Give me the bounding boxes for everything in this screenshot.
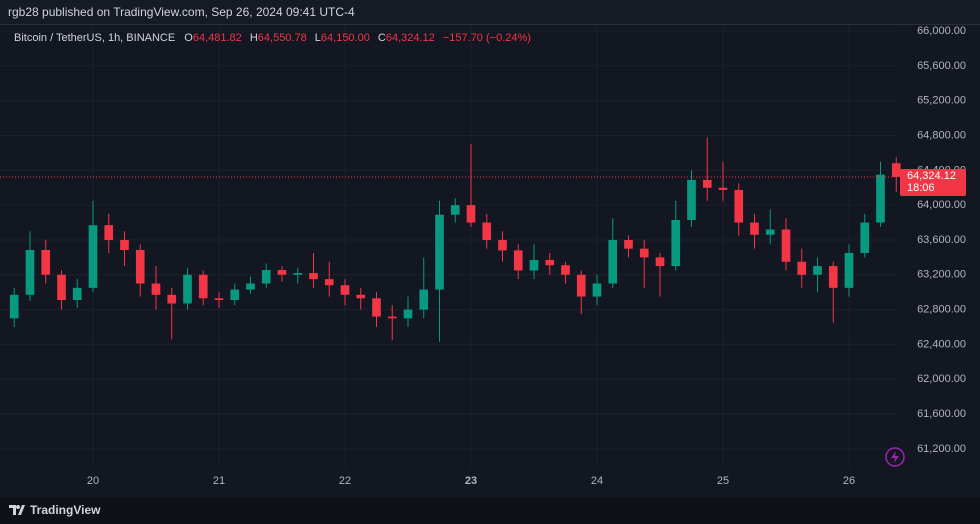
y-tick-label: 65,200.00 <box>917 95 966 107</box>
y-tick-label: 66,000.00 <box>917 25 966 37</box>
candle-body <box>592 283 602 297</box>
candle-body <box>419 289 429 310</box>
candle-body <box>498 239 507 251</box>
candle-body <box>450 205 460 215</box>
candle-body <box>277 269 287 275</box>
y-tick-label: 61,600.00 <box>917 408 966 420</box>
alert-icon[interactable] <box>884 446 906 468</box>
candle-body <box>72 287 82 301</box>
candle-body <box>671 219 681 267</box>
candle-body <box>387 316 397 319</box>
last-price-label: 64,324.12 <box>907 170 956 182</box>
y-tick-label: 64,800.00 <box>917 129 966 141</box>
candle-body <box>183 274 192 304</box>
candle-body <box>624 239 633 249</box>
ohlc-legend: Bitcoin / TetherUS, 1h, BINANCE O64,481.… <box>14 32 536 44</box>
brand: TradingView <box>30 503 101 517</box>
ohlc-value: 64,481.82 <box>192 32 242 44</box>
x-tick-label: 25 <box>717 475 729 487</box>
candle-body <box>750 222 759 235</box>
candle-body <box>230 289 240 301</box>
y-tick-label: 62,000.00 <box>917 373 966 385</box>
ohlc-key: C <box>377 32 386 44</box>
candle-body <box>639 248 649 258</box>
change: −157.70 (−0.24%) <box>442 32 531 44</box>
candle-body <box>41 249 51 275</box>
ohlc-key: H <box>249 32 258 44</box>
x-tick-label: 21 <box>213 475 225 487</box>
candle-body <box>356 294 366 299</box>
candle-body <box>608 239 618 284</box>
candle-body <box>88 225 98 288</box>
x-tick-label: 23 <box>465 475 477 487</box>
y-tick-label: 61,200.00 <box>917 443 966 455</box>
candle-body <box>844 253 854 288</box>
candle-body <box>9 294 19 319</box>
y-tick-label: 62,800.00 <box>917 304 966 316</box>
candle-body <box>167 294 177 304</box>
candle-body <box>718 187 728 190</box>
footer <box>0 497 980 524</box>
ohlc-key: L <box>314 32 321 44</box>
last-price-tag <box>900 168 966 196</box>
candle-body <box>198 274 208 299</box>
y-tick-label: 65,600.00 <box>917 60 966 72</box>
brand-logo <box>9 505 25 515</box>
x-tick-label: 22 <box>339 475 351 487</box>
candle-body <box>246 283 255 290</box>
candle-body <box>466 205 476 223</box>
candle-body <box>309 273 318 280</box>
candle-body <box>57 274 66 301</box>
candle-body <box>513 250 523 271</box>
candle-body <box>372 298 381 317</box>
candle-body <box>781 229 791 262</box>
candle-body <box>214 298 224 301</box>
candle-body <box>293 273 303 275</box>
x-tick-label: 24 <box>591 475 603 487</box>
candle-body <box>876 174 885 223</box>
candle-body <box>135 249 145 284</box>
candle-body <box>120 239 129 250</box>
candle-body <box>482 222 492 240</box>
candle-body <box>25 249 35 295</box>
countdown-label: 18:06 <box>907 182 935 194</box>
candle-body <box>860 222 870 254</box>
ohlc-key: O <box>184 32 193 44</box>
candle-body <box>435 214 444 290</box>
candle-body <box>104 225 114 240</box>
ohlc-value: 64,550.78 <box>257 32 307 44</box>
y-tick-label: 64,000.00 <box>917 199 966 211</box>
candle-body <box>734 189 744 223</box>
candle-body <box>828 266 838 288</box>
candle-body <box>655 257 665 267</box>
candle-body <box>324 279 334 286</box>
ohlc-value: 64,324.12 <box>385 32 435 44</box>
candle-body <box>261 269 271 284</box>
symbol-title: Bitcoin / TetherUS, 1h, BINANCE <box>14 32 176 44</box>
candle-body <box>340 285 350 295</box>
candle-body <box>576 274 586 297</box>
x-tick-label: 26 <box>843 475 855 487</box>
candle-body <box>529 259 539 271</box>
candle-body <box>687 179 696 220</box>
candle-body <box>765 229 775 235</box>
candle-body <box>891 163 901 177</box>
y-tick-label: 62,400.00 <box>917 338 966 350</box>
ohlc-value: 64,150.00 <box>320 32 370 44</box>
publish-info: rgb28 published on TradingView.com, Sep … <box>8 5 355 19</box>
candle-body <box>151 283 161 295</box>
candle-body <box>545 259 555 266</box>
y-tick-label: 63,600.00 <box>917 234 966 246</box>
candle-body <box>561 265 570 275</box>
candle-body <box>813 266 822 275</box>
x-tick-label: 20 <box>87 475 99 487</box>
candle-body <box>403 309 413 319</box>
candle-body <box>797 261 807 275</box>
y-tick-label: 63,200.00 <box>917 269 966 281</box>
candle-body <box>702 179 712 188</box>
